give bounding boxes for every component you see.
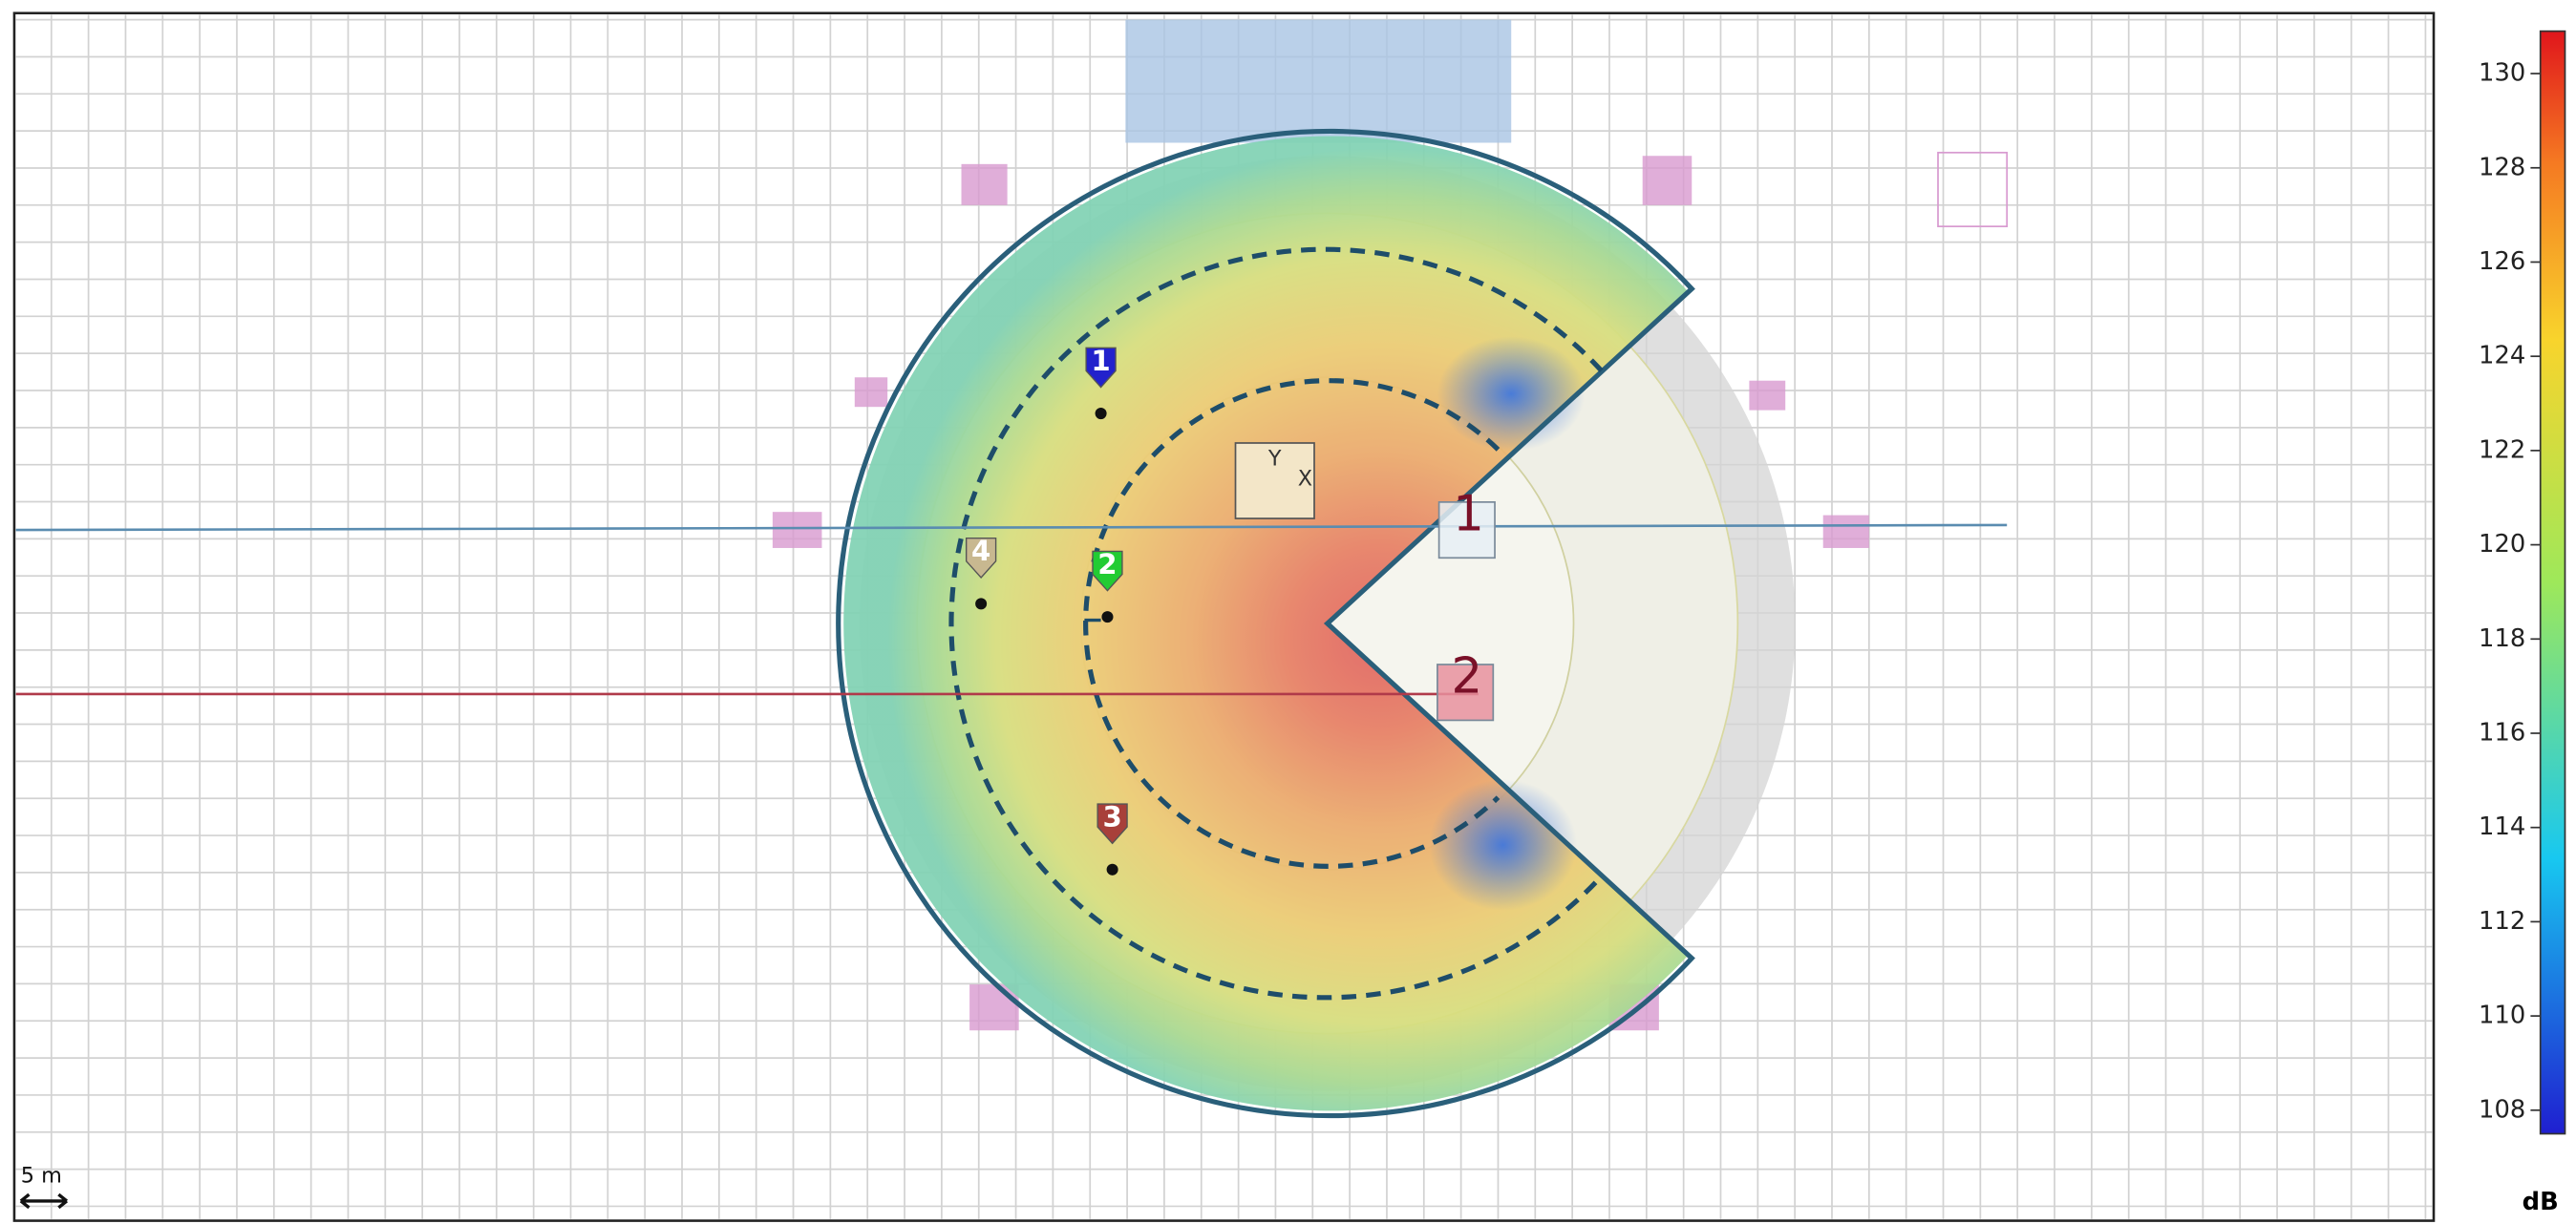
receiver-label: 3 <box>1102 801 1121 834</box>
colorbar-tick-label: 110 <box>2479 1002 2525 1030</box>
colorbar-tick-label: 116 <box>2479 718 2525 747</box>
receiver-label: 2 <box>1097 548 1117 580</box>
receiver-point <box>1101 611 1114 623</box>
colorbar-tick-label: 114 <box>2479 812 2525 841</box>
receiver-marker <box>1096 803 1128 845</box>
colorbar-tick-label: 118 <box>2479 624 2525 653</box>
colorbar-tick-label: 126 <box>2479 247 2525 276</box>
source-box <box>1437 501 1496 559</box>
colorbar-unit: dB <box>2523 1188 2559 1216</box>
receiver-marker <box>1085 347 1117 389</box>
colorbar: 108 110 112 114 116 118 120 122 124 126 128 130 <box>2479 30 2566 1135</box>
receiver-label: 4 <box>971 535 990 567</box>
colorbar-tick-label: 122 <box>2479 435 2525 464</box>
source-box <box>1437 664 1495 722</box>
axis-label: Y <box>1267 447 1282 472</box>
colorbar-tick-label: 124 <box>2479 342 2525 370</box>
source-label: 2 <box>1451 647 1482 705</box>
colorbar-gradient <box>2539 30 2566 1135</box>
receiver-point <box>975 598 988 610</box>
receiver-marker <box>965 537 997 579</box>
colorbar-tick-label: 112 <box>2479 907 2525 936</box>
colorbar-tick-label: 108 <box>2479 1095 2525 1124</box>
colorbar-tick-label: 130 <box>2479 59 2525 88</box>
scale-bar <box>19 1192 69 1210</box>
colorbar-tick-label: 128 <box>2479 153 2525 181</box>
receiver-marker <box>1092 550 1123 592</box>
receiver-label: 1 <box>1091 345 1110 377</box>
colorbar-tick-label: 120 <box>2479 530 2525 559</box>
receiver-point <box>1106 863 1118 876</box>
receiver-point <box>1095 408 1107 420</box>
markers: 1 2 3 4 1 2 <box>965 345 1496 876</box>
source-label: 1 <box>1453 485 1484 542</box>
axis-label: X <box>1298 466 1312 491</box>
scale-label: 5 m <box>21 1164 62 1189</box>
